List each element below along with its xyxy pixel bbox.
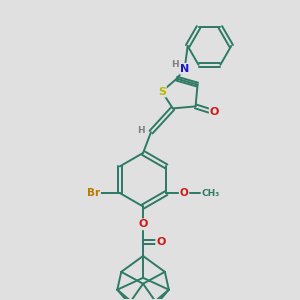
Text: H: H [171,60,178,69]
Text: CH₃: CH₃ [202,189,220,198]
Text: N: N [180,64,189,74]
Text: O: O [138,219,148,229]
Text: S: S [158,86,166,97]
Text: O: O [156,237,166,247]
Text: Br: Br [87,188,100,198]
Text: H: H [137,126,145,135]
Text: O: O [210,107,219,117]
Text: O: O [180,188,188,198]
